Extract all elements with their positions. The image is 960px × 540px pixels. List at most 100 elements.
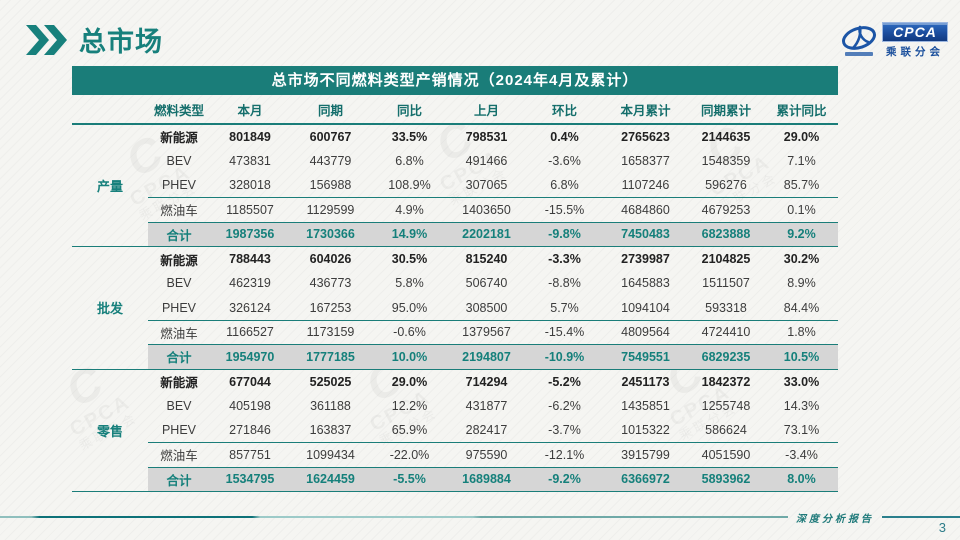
value-cell: 9.2% — [765, 221, 838, 247]
table-row: 产量 新能源 801849 600767 33.5% 798531 0.4% 2765623 2… — [72, 124, 838, 247]
footer-divider-right — [882, 515, 960, 519]
value-cell: 8.0% — [765, 466, 838, 492]
value-cell: 491466 — [465, 153, 508, 168]
value-cell: 1255748 — [701, 398, 751, 413]
value-cell: 1015322 — [621, 423, 670, 437]
value-cell: 30.5% — [391, 252, 428, 266]
value-cell: -8.8% — [548, 276, 581, 291]
value-cell: -3.7% — [548, 423, 581, 437]
page-number: 3 — [938, 520, 946, 535]
value-cell: 596276 — [705, 178, 747, 192]
value-cell: 7549551 — [604, 344, 687, 370]
column-header: 本月 — [210, 95, 290, 125]
group-label: 批发 — [72, 246, 148, 370]
value-cell: 2202181 — [448, 221, 525, 247]
value-cell: -12.1% — [525, 442, 604, 467]
value-cell: 2194807 — [448, 344, 525, 370]
value-cell: 326124 — [229, 300, 271, 315]
value-cell: 975590 — [448, 442, 525, 467]
value-cell: 14.3% — [783, 398, 820, 413]
value-cell: 1185507 — [210, 197, 290, 222]
fuel-type-cell: BEV — [166, 153, 192, 168]
value-cell: 328018 — [229, 178, 271, 192]
value-cell: 788443 — [229, 252, 271, 266]
value-cell: 600767 — [309, 129, 352, 144]
total-row: 合计 1534795 1624459 -5.5% 1689884 -9.2% 6366972… — [72, 466, 838, 492]
group-label: 零售 — [72, 369, 148, 492]
table-row: BEV 405198 361188 12.2% 431877 -6.2% 1435851 12… — [72, 394, 838, 419]
fuel-type-cell: PHEV — [161, 423, 197, 437]
fuel-type-cell: 合计 — [148, 466, 210, 492]
value-cell: 4809564 — [604, 319, 687, 345]
value-cell: 1954970 — [210, 344, 290, 370]
value-cell: 1166527 — [210, 319, 290, 345]
value-cell: 4684860 — [604, 197, 687, 222]
value-cell: 436773 — [309, 276, 352, 291]
value-cell: 5.7% — [550, 300, 579, 315]
value-cell: -9.2% — [525, 466, 604, 492]
value-cell: 12.2% — [391, 398, 428, 413]
fuel-type-cell: BEV — [166, 398, 192, 413]
value-cell: 5893962 — [687, 466, 765, 492]
value-cell: 677044 — [229, 374, 271, 389]
footer-divider-left — [0, 515, 788, 519]
table-row: PHEV 328018 156988 108.9% 307065 6.8% 1107246 5… — [72, 173, 838, 198]
value-cell: 1403650 — [448, 197, 525, 222]
total-row: 合计 1954970 1777185 10.0% 2194807 -10.9% 754955… — [72, 344, 838, 370]
value-cell: -3.4% — [765, 442, 838, 467]
value-cell: 1094104 — [621, 300, 670, 315]
corner-cell — [72, 95, 148, 125]
fuel-type-cell: 新能源 — [160, 376, 198, 390]
table-header: 燃料类型 本月 同期 同比 上月 环比 本月累计 同期累计 累计同比 — [72, 95, 838, 125]
value-cell: -9.8% — [525, 221, 604, 247]
value-cell: -3.3% — [548, 252, 581, 266]
value-cell: 29.0% — [783, 129, 820, 144]
value-cell: 4051590 — [687, 442, 765, 467]
value-cell: 462319 — [229, 276, 271, 291]
value-cell: -15.5% — [525, 197, 604, 222]
value-cell: -22.0% — [371, 442, 448, 467]
footer-label: 深度分析报告 — [796, 513, 874, 525]
value-cell: 1730366 — [290, 221, 371, 247]
column-header: 上月 — [448, 95, 525, 125]
total-row: 合计 1987356 1730366 14.9% 2202181 -9.8% 7450483… — [72, 221, 838, 247]
fuel-type-cell: 燃油车 — [148, 319, 210, 345]
value-cell: 0.4% — [550, 129, 579, 144]
value-cell: 4724410 — [687, 319, 765, 345]
table-row: BEV 473831 443779 6.8% 491466 -3.6% 1658377 154… — [72, 149, 838, 174]
fuel-type-cell: PHEV — [161, 300, 197, 315]
value-cell: 443779 — [309, 153, 352, 168]
value-cell: 1435851 — [621, 398, 670, 413]
fuel-type-table: 燃料类型 本月 同期 同比 上月 环比 本月累计 同期累计 累计同比 产量 新能源 801849 60… — [72, 95, 838, 492]
value-cell: 308500 — [465, 300, 508, 315]
value-cell: 271846 — [229, 423, 271, 437]
value-cell: 431877 — [465, 398, 508, 413]
value-cell: 108.9% — [388, 178, 431, 192]
value-cell: 1379567 — [448, 319, 525, 345]
value-cell: 6829235 — [687, 344, 765, 370]
table-row: 批发 新能源 788443 604026 30.5% 815240 -3.3% 2739987… — [72, 246, 838, 370]
column-header: 同期累计 — [687, 95, 765, 125]
fuel-type-cell: 合计 — [148, 344, 210, 370]
value-cell: -15.4% — [525, 319, 604, 345]
value-cell: -3.6% — [548, 153, 581, 168]
value-cell: 10.0% — [371, 344, 448, 370]
value-cell: 1987356 — [210, 221, 290, 247]
cpca-logo: CPCA 乘联分会 — [839, 22, 948, 60]
value-cell: 7.1% — [787, 153, 816, 168]
value-cell: 6366972 — [604, 466, 687, 492]
column-header: 同比 — [371, 95, 448, 125]
value-cell: 95.0% — [391, 300, 428, 315]
value-cell: 65.9% — [391, 423, 428, 437]
value-cell: 1534795 — [210, 466, 290, 492]
value-cell: 0.1% — [765, 197, 838, 222]
value-cell: 1548359 — [701, 153, 751, 168]
value-cell: 7450483 — [604, 221, 687, 247]
fuel-type-cell: 燃油车 — [148, 442, 210, 467]
fuel-type-cell: 燃油车 — [148, 197, 210, 222]
fuel-type-cell: PHEV — [161, 178, 197, 192]
cpca-swirl-icon — [842, 25, 876, 56]
value-cell: 1658377 — [621, 153, 670, 168]
value-cell: 604026 — [309, 252, 352, 266]
table-row: 燃油车 857751 1099434 -22.0% 975590 -12.1% 391579… — [72, 442, 838, 467]
